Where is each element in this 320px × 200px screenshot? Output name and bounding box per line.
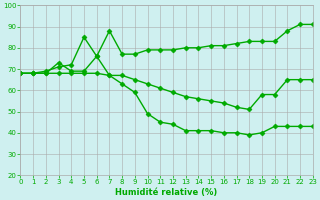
X-axis label: Humidité relative (%): Humidité relative (%) (116, 188, 218, 197)
